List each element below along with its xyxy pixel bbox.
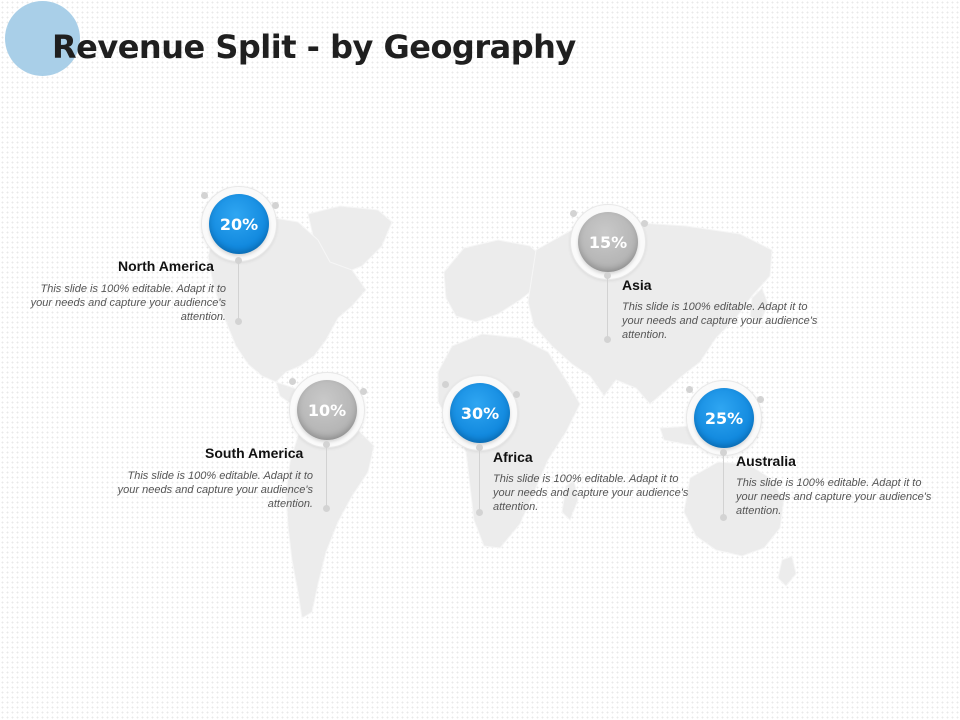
percent-badge-north-america: 20%	[209, 194, 269, 254]
map-madagascar	[561, 479, 579, 521]
pin-asia: 15%	[570, 204, 648, 280]
map-japan	[749, 287, 769, 325]
region-description-africa: This slide is 100% editable. Adapt it to…	[493, 473, 689, 513]
region-description-north-america: This slide is 100% editable. Adapt it to…	[30, 283, 226, 323]
region-label-asia: Asia	[622, 277, 652, 293]
pin-south-america: 10%	[289, 372, 367, 448]
page-title: Revenue Split - by Geography	[52, 28, 576, 66]
region-description-asia: This slide is 100% editable. Adapt it to…	[622, 301, 818, 341]
map-new-zealand	[777, 555, 797, 587]
percent-badge-asia: 15%	[578, 212, 638, 272]
region-label-africa: Africa	[493, 449, 533, 465]
percent-badge-africa: 30%	[450, 383, 510, 443]
map-south-america	[285, 413, 375, 619]
percent-badge-australia: 25%	[694, 388, 754, 448]
region-label-australia: Australia	[736, 453, 796, 469]
region-description-south-america: This slide is 100% editable. Adapt it to…	[117, 470, 313, 510]
map-australia	[683, 461, 785, 557]
pin-africa: 30%	[442, 375, 520, 451]
region-label-north-america: North America	[118, 258, 214, 274]
region-label-south-america: South America	[205, 445, 304, 461]
pin-north-america: 20%	[201, 186, 279, 262]
region-description-australia: This slide is 100% editable. Adapt it to…	[736, 477, 932, 517]
pin-australia: 25%	[686, 380, 764, 456]
percent-badge-south-america: 10%	[297, 380, 357, 440]
decorative-circle	[5, 1, 80, 76]
